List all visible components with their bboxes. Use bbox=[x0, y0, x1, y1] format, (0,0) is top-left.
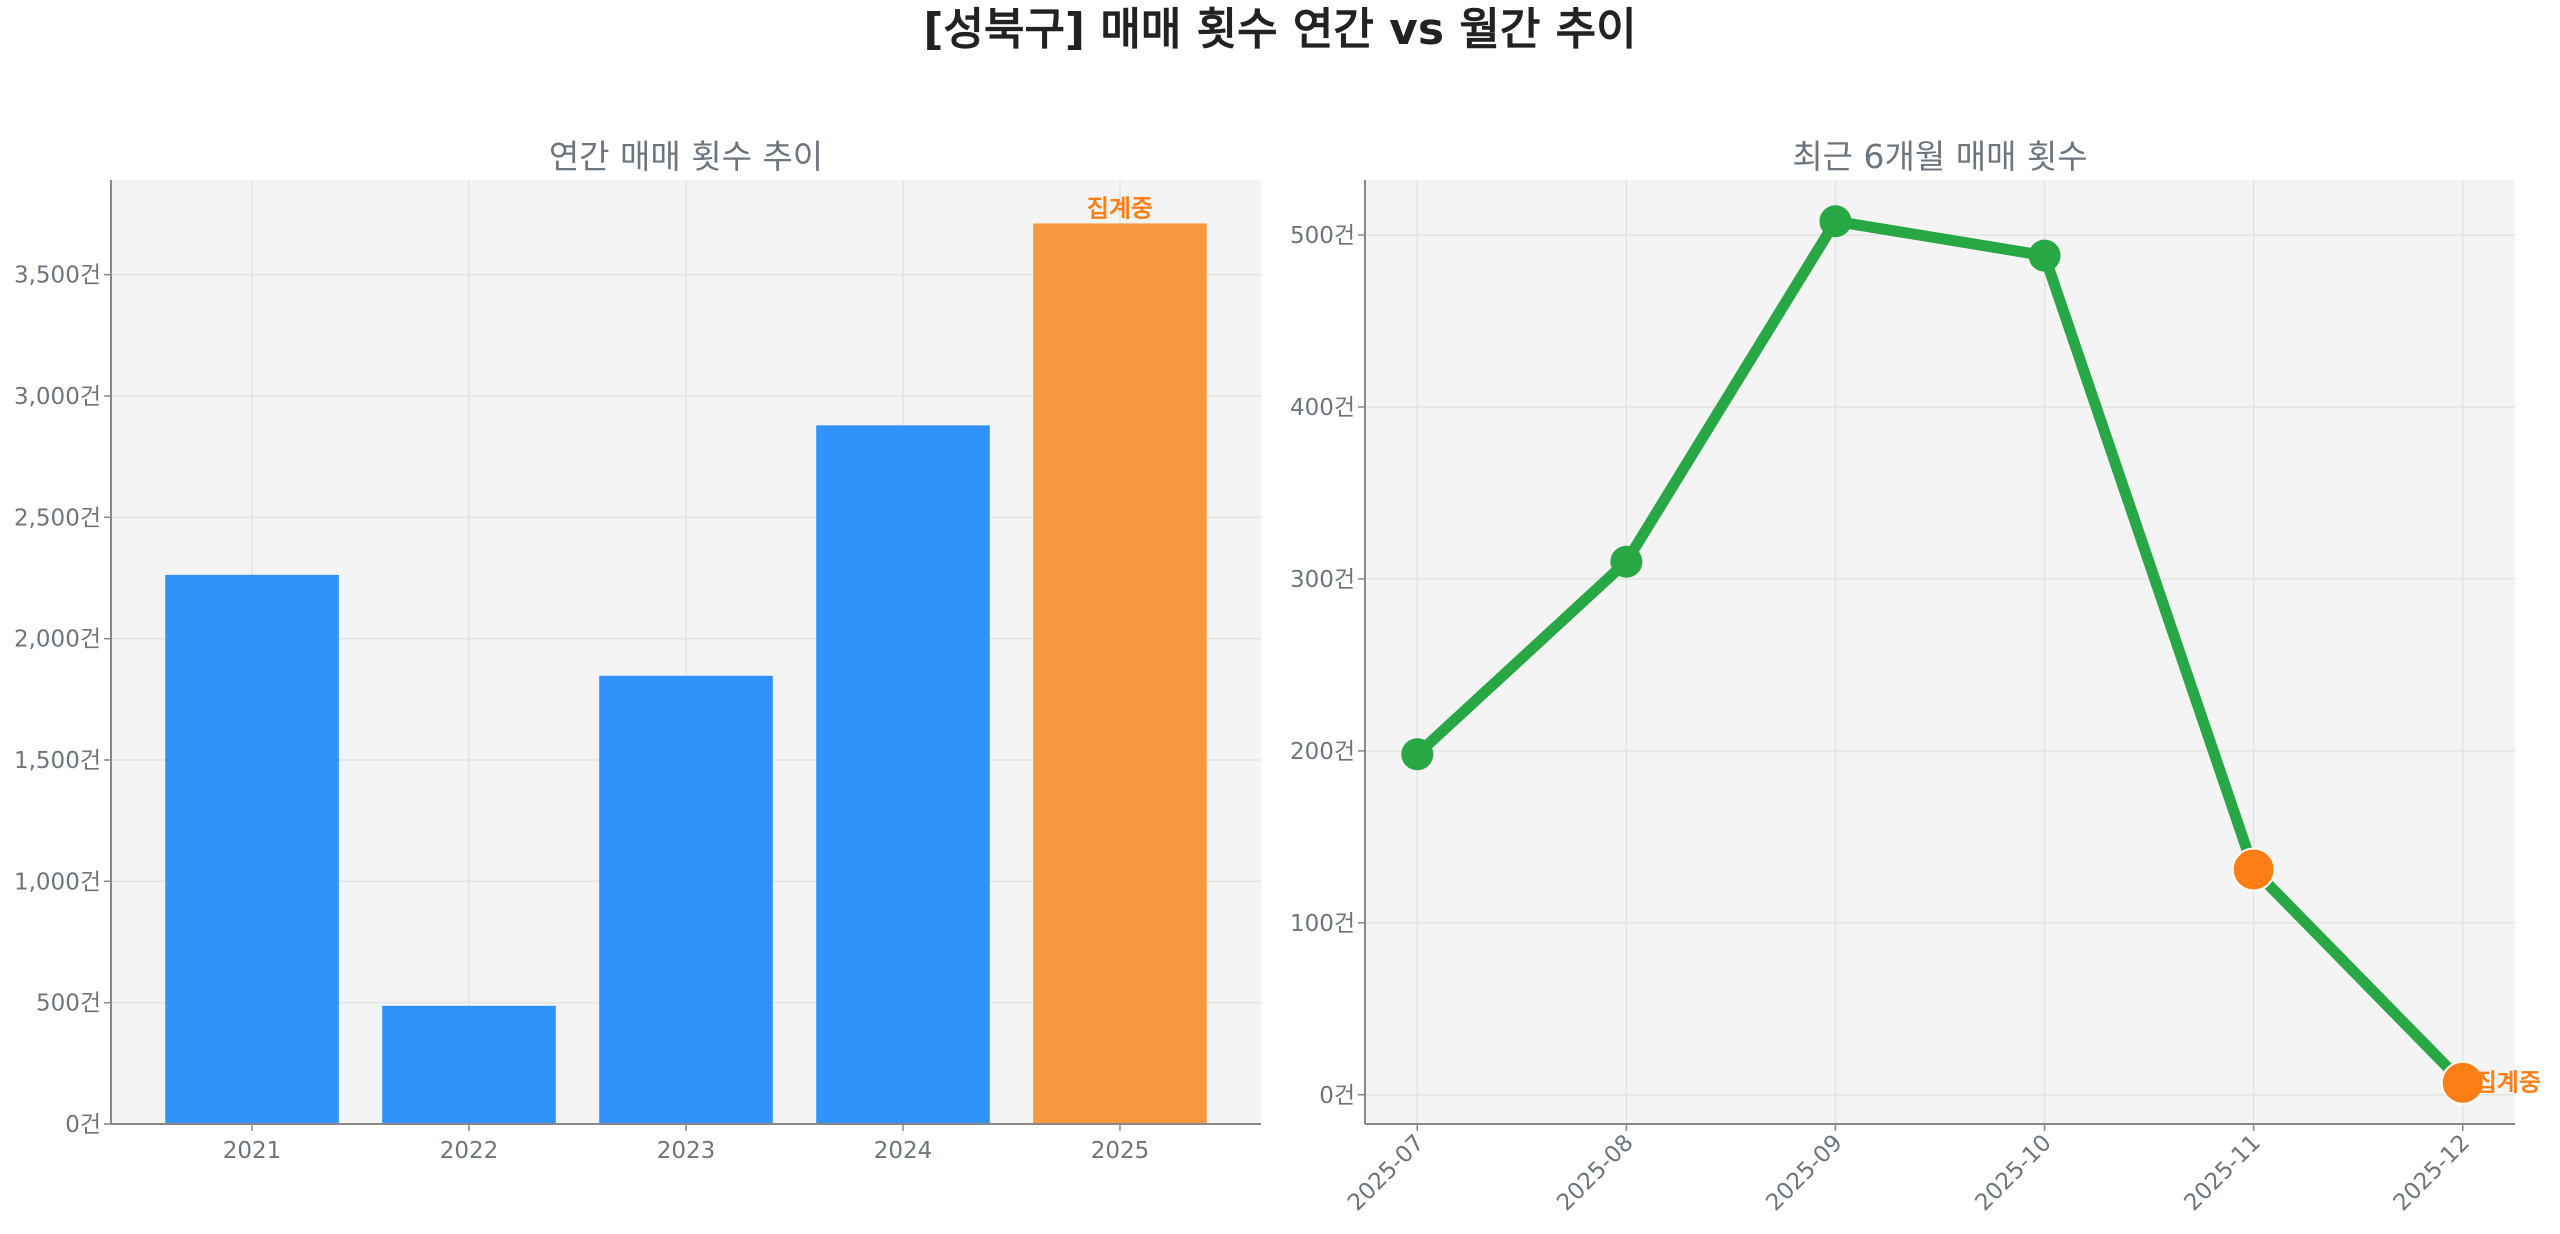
y-tick-label: 300건 bbox=[1290, 567, 1355, 593]
bar bbox=[165, 574, 339, 1124]
y-tick-label: 500건 bbox=[36, 991, 101, 1017]
annotation-label: 집계중 bbox=[2475, 1069, 2541, 1097]
x-tick-label: 2023 bbox=[657, 1138, 716, 1164]
data-point bbox=[2231, 847, 2276, 892]
y-tick-label: 400건 bbox=[1290, 395, 1355, 421]
y-tick-label: 200건 bbox=[1290, 739, 1355, 765]
x-tick-label: 2022 bbox=[440, 1138, 499, 1164]
data-point bbox=[1401, 738, 1434, 771]
x-tick-label: 2024 bbox=[874, 1138, 933, 1164]
x-tick-label: 2025-08 bbox=[1552, 1130, 1638, 1216]
data-point bbox=[1610, 545, 1643, 578]
x-tick-label: 2025 bbox=[1091, 1138, 1150, 1164]
x-tick-label: 2021 bbox=[223, 1138, 282, 1164]
y-tick-label: 2,000건 bbox=[14, 627, 101, 653]
y-tick-label: 2,500건 bbox=[14, 505, 101, 531]
series-line bbox=[1413, 215, 2467, 1087]
bar bbox=[816, 425, 990, 1125]
y-tick-label: 3,000건 bbox=[14, 384, 101, 410]
line-chart-title: 최근 6개월 매매 횟수 bbox=[1792, 137, 2087, 176]
bar-chart: 0건 500건 1,000건 1,500건 2,000건 2,500건 3,000건 3,50… bbox=[14, 180, 1261, 1164]
data-point bbox=[2028, 239, 2061, 272]
x-tick-label: 2025-09 bbox=[1761, 1130, 1847, 1216]
y-tick-label: 0건 bbox=[65, 1112, 101, 1138]
data-point bbox=[2440, 1060, 2485, 1105]
line-chart: 0건 100건 200건 300건 400건 500건 2025-07 2025-08 2025… bbox=[1290, 180, 2541, 1216]
bar-chart-title: 연간 매매 횟수 추이 bbox=[549, 137, 823, 176]
y-tick-label: 1,500건 bbox=[14, 748, 101, 774]
x-tick-label: 2025-07 bbox=[1343, 1130, 1429, 1216]
plot-area bbox=[1365, 180, 2515, 1124]
figure-title: [성북구] 매매 횟수 연간 vs 월간 추이 bbox=[923, 4, 1636, 55]
y-tick-label: 3,500건 bbox=[14, 263, 101, 289]
y-tick-label: 500건 bbox=[1290, 223, 1355, 249]
x-tick-label: 2025-11 bbox=[2180, 1130, 2266, 1216]
y-tick-label: 1,000건 bbox=[14, 869, 101, 895]
x-tick-label: 2025-10 bbox=[1970, 1130, 2056, 1216]
bar bbox=[599, 675, 773, 1124]
bar bbox=[1033, 223, 1207, 1125]
y-tick-label: 0건 bbox=[1319, 1083, 1355, 1109]
x-tick-label: 2025-12 bbox=[2389, 1130, 2475, 1216]
data-point bbox=[1819, 205, 1852, 238]
annotation-label: 집계중 bbox=[1087, 194, 1153, 222]
y-tick-label: 100건 bbox=[1290, 911, 1355, 937]
bar bbox=[382, 1005, 556, 1124]
